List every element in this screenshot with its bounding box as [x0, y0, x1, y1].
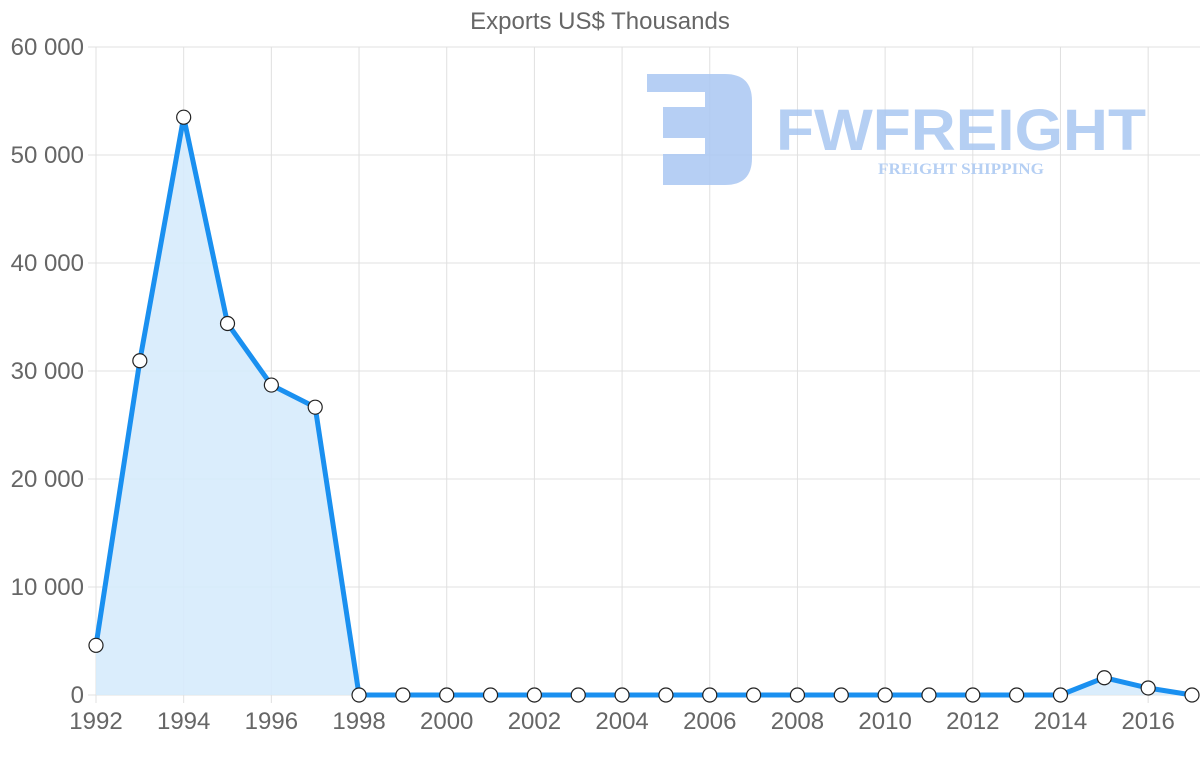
series-area-fill: [96, 117, 1192, 695]
data-points: [88, 109, 1200, 703]
chart-title: Exports US$ Thousands: [470, 8, 730, 35]
x-tick-label: 2008: [771, 708, 824, 735]
data-point[interactable]: [1184, 687, 1200, 703]
x-tick-label: 1998: [332, 708, 385, 735]
data-point[interactable]: [307, 399, 323, 415]
data-point[interactable]: [614, 687, 630, 703]
watermark-tagline: FREIGHT SHIPPING: [878, 161, 1045, 178]
fwfreight-watermark: FWFREIGHT FREIGHT SHIPPING: [647, 74, 1146, 185]
x-tick-label: 1996: [245, 708, 298, 735]
y-tick-label: 40 000: [11, 250, 84, 277]
data-point[interactable]: [789, 687, 806, 703]
data-point[interactable]: [745, 687, 762, 703]
data-point[interactable]: [877, 687, 893, 703]
x-tick-label: 2004: [595, 708, 648, 735]
data-point[interactable]: [351, 687, 367, 703]
y-axis-ticks: 0 10 000 20 000 30 000 40 000 50 000 60 000: [11, 34, 84, 709]
y-tick-label: 20 000: [11, 466, 84, 493]
x-axis-ticks: 1992 1994 1996 1998 2000 2002 2004 2006 2008 2010…: [69, 708, 1175, 735]
data-point[interactable]: [395, 687, 411, 703]
data-point[interactable]: [702, 687, 718, 703]
watermark-brand: FWFREIGHT: [776, 98, 1146, 163]
x-tick-label: 2016: [1121, 708, 1174, 735]
data-point[interactable]: [833, 687, 849, 703]
data-point[interactable]: [658, 687, 674, 703]
x-tick-label: 2000: [420, 708, 473, 735]
data-point[interactable]: [132, 353, 148, 369]
data-point[interactable]: [1009, 687, 1025, 703]
data-point[interactable]: [570, 687, 586, 703]
data-point[interactable]: [88, 637, 104, 653]
data-point[interactable]: [219, 315, 236, 332]
data-point[interactable]: [526, 687, 543, 703]
y-tick-label: 0: [71, 682, 84, 709]
x-tick-label: 2002: [508, 708, 561, 735]
fwfreight-logo-icon: [647, 74, 752, 185]
x-tick-label: 1994: [157, 708, 210, 735]
data-point[interactable]: [439, 687, 455, 703]
data-point[interactable]: [482, 687, 499, 703]
x-tick-label: 1992: [69, 708, 122, 735]
data-point[interactable]: [965, 687, 981, 703]
data-point[interactable]: [1096, 670, 1112, 686]
y-tick-label: 30 000: [11, 358, 84, 385]
data-point[interactable]: [263, 377, 279, 393]
data-point[interactable]: [1052, 687, 1069, 703]
x-tick-label: 2012: [946, 708, 999, 735]
data-point[interactable]: [921, 687, 937, 703]
y-tick-label: 50 000: [11, 142, 84, 169]
data-point[interactable]: [1140, 680, 1156, 696]
x-tick-label: 2006: [683, 708, 736, 735]
y-tick-label: 60 000: [11, 34, 84, 61]
data-point[interactable]: [176, 109, 192, 125]
x-tick-label: 2014: [1034, 708, 1087, 735]
y-tick-label: 10 000: [11, 574, 84, 601]
x-tick-label: 2010: [858, 708, 911, 735]
